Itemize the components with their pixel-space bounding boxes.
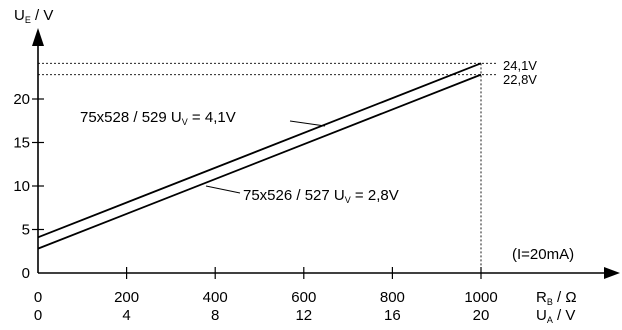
y-tick-label: 0 (22, 265, 30, 282)
y-axis-arrow (32, 28, 44, 46)
x-axis-arrow (604, 267, 620, 279)
x-tick-label-primary: 200 (114, 289, 139, 306)
x-axis-title-primary: RB / Ω (536, 289, 577, 307)
x-tick-label-primary: 600 (291, 289, 316, 306)
series-layer (37, 62, 482, 250)
x-tick-label-primary: 400 (203, 289, 228, 306)
guide-lines (38, 62, 498, 273)
y-tick-label: 20 (13, 91, 30, 108)
x-tick-label-secondary: 12 (295, 307, 312, 324)
series-line-2 (37, 73, 482, 250)
end-label-series-2: 22,8V (503, 72, 537, 87)
x-tick-label-primary: 1000 (464, 289, 497, 306)
y-ticks: 0 5 10 15 20 (13, 91, 44, 282)
series-label-1: 75x528 / 529 UV = 4,1V (80, 109, 236, 127)
y-tick-label: 15 (13, 135, 30, 152)
series-label-2-leader (205, 185, 241, 194)
x-tick-label-secondary: 20 (473, 307, 490, 324)
x-tick-label-primary: 800 (380, 289, 405, 306)
x-tick-label-secondary: 0 (34, 307, 42, 324)
series-label-2: 75x526 / 527 UV = 2,8V (243, 187, 399, 205)
x-tick-label-secondary: 8 (211, 307, 219, 324)
x-tick-label-secondary: 4 (122, 307, 130, 324)
x-tick-label-secondary: 16 (384, 307, 401, 324)
current-annotation: (I=20mA) (512, 246, 574, 263)
y-axis-title: UE / V (14, 7, 53, 25)
y-tick-label: 10 (13, 178, 30, 195)
x-axis-title-secondary: UA / V (536, 307, 575, 325)
end-label-series-1: 24,1V (503, 58, 537, 73)
series-label-1-leader (289, 120, 326, 127)
x-tick-label-primary: 0 (34, 289, 42, 306)
series-line-1 (37, 62, 482, 239)
y-tick-label: 5 (22, 222, 30, 239)
